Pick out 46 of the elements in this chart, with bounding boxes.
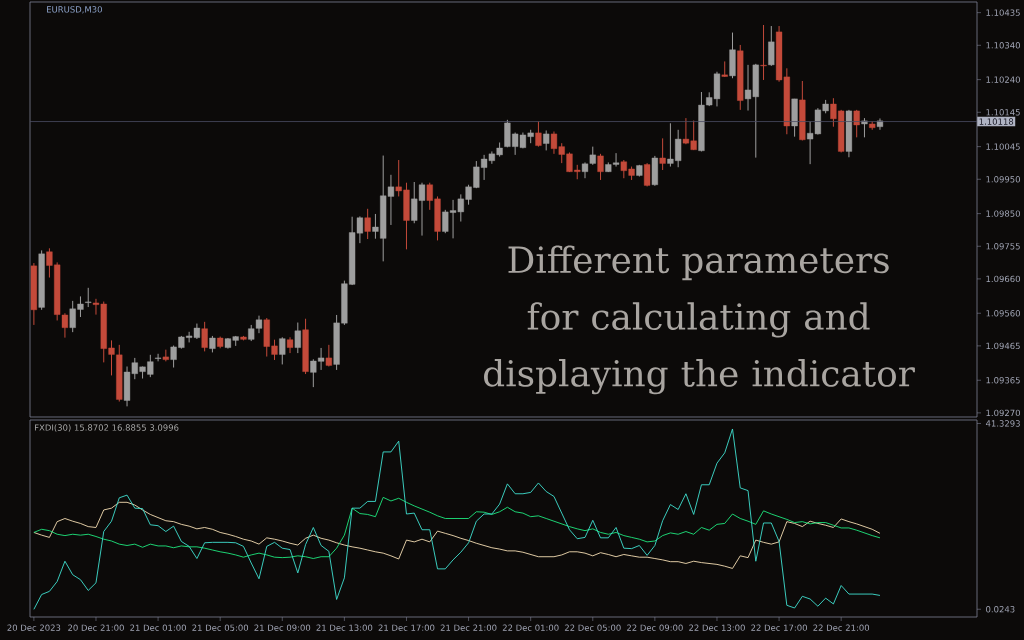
- y-tick-label: 1.10045: [986, 143, 1020, 150]
- candlestick: [659, 137, 666, 171]
- y-tick-label: 0.0243: [986, 606, 1015, 613]
- y-tick-label: 1.09465: [986, 342, 1020, 350]
- y-tick-label: 1.10340: [986, 42, 1020, 49]
- candlestick: [279, 336, 286, 365]
- y-tick-label: 1.09660: [986, 275, 1020, 283]
- y-tick-label: 41.3293: [985, 420, 1020, 427]
- x-tick-label: 22 Dec 17:00: [751, 624, 807, 631]
- candlestick: [853, 109, 860, 138]
- candlestick: [85, 287, 92, 308]
- chart-title: FXDI(30) 15.8702 16.8855 3.0996: [35, 424, 179, 432]
- y-tick-label: 1.09950: [986, 176, 1020, 183]
- x-tick-label: 22 Dec 21:00: [813, 624, 870, 631]
- x-tick-label: 21 Dec 09:00: [254, 624, 311, 631]
- y-tick-label: 1.09270: [986, 409, 1020, 417]
- x-tick-label: 22 Dec 01:00: [502, 624, 559, 631]
- x-tick-label: 21 Dec 17:00: [378, 624, 435, 631]
- y-tick-label: 1.10435: [986, 9, 1020, 16]
- x-tick-label: 22 Dec 13:00: [689, 624, 745, 631]
- y-tick-label: 1.09850: [986, 210, 1020, 217]
- x-tick-label: 22 Dec 05:00: [564, 624, 621, 631]
- candlestick: [543, 129, 550, 151]
- candlestick: [768, 25, 775, 67]
- x-tick-label: 21 Dec 13:00: [316, 624, 373, 631]
- x-tick-label: 21 Dec 21:00: [440, 624, 497, 631]
- y-tick-label: 1.10145: [986, 109, 1020, 116]
- candlestick: [535, 121, 542, 148]
- x-tick-label: 21 Dec 01:00: [130, 624, 186, 631]
- candlestick: [154, 353, 162, 362]
- y-tick-label: 1.09560: [986, 310, 1020, 317]
- candlestick: [760, 24, 767, 81]
- y-tick-label: 1.10240: [986, 76, 1020, 83]
- chart-title: EURUSD,M30: [47, 6, 102, 14]
- candlestick: [364, 208, 371, 240]
- x-tick-label: 22 Dec 09:00: [627, 624, 683, 631]
- candlestick: [294, 322, 301, 354]
- candlestick: [597, 153, 604, 181]
- x-tick-label: 21 Dec 05:00: [192, 624, 249, 631]
- candlestick: [201, 321, 208, 352]
- ref-line-label: 1.10118: [979, 118, 1014, 125]
- y-tick-label: 1.09365: [986, 377, 1020, 384]
- x-tick-label: 20 Dec 21:00: [68, 624, 124, 631]
- y-tick-label: 1.09755: [986, 243, 1020, 250]
- x-tick-label: 20 Dec 2023: [7, 624, 61, 631]
- annotation: Different parameters for calculating and displaying the indicator: [484, 245, 915, 395]
